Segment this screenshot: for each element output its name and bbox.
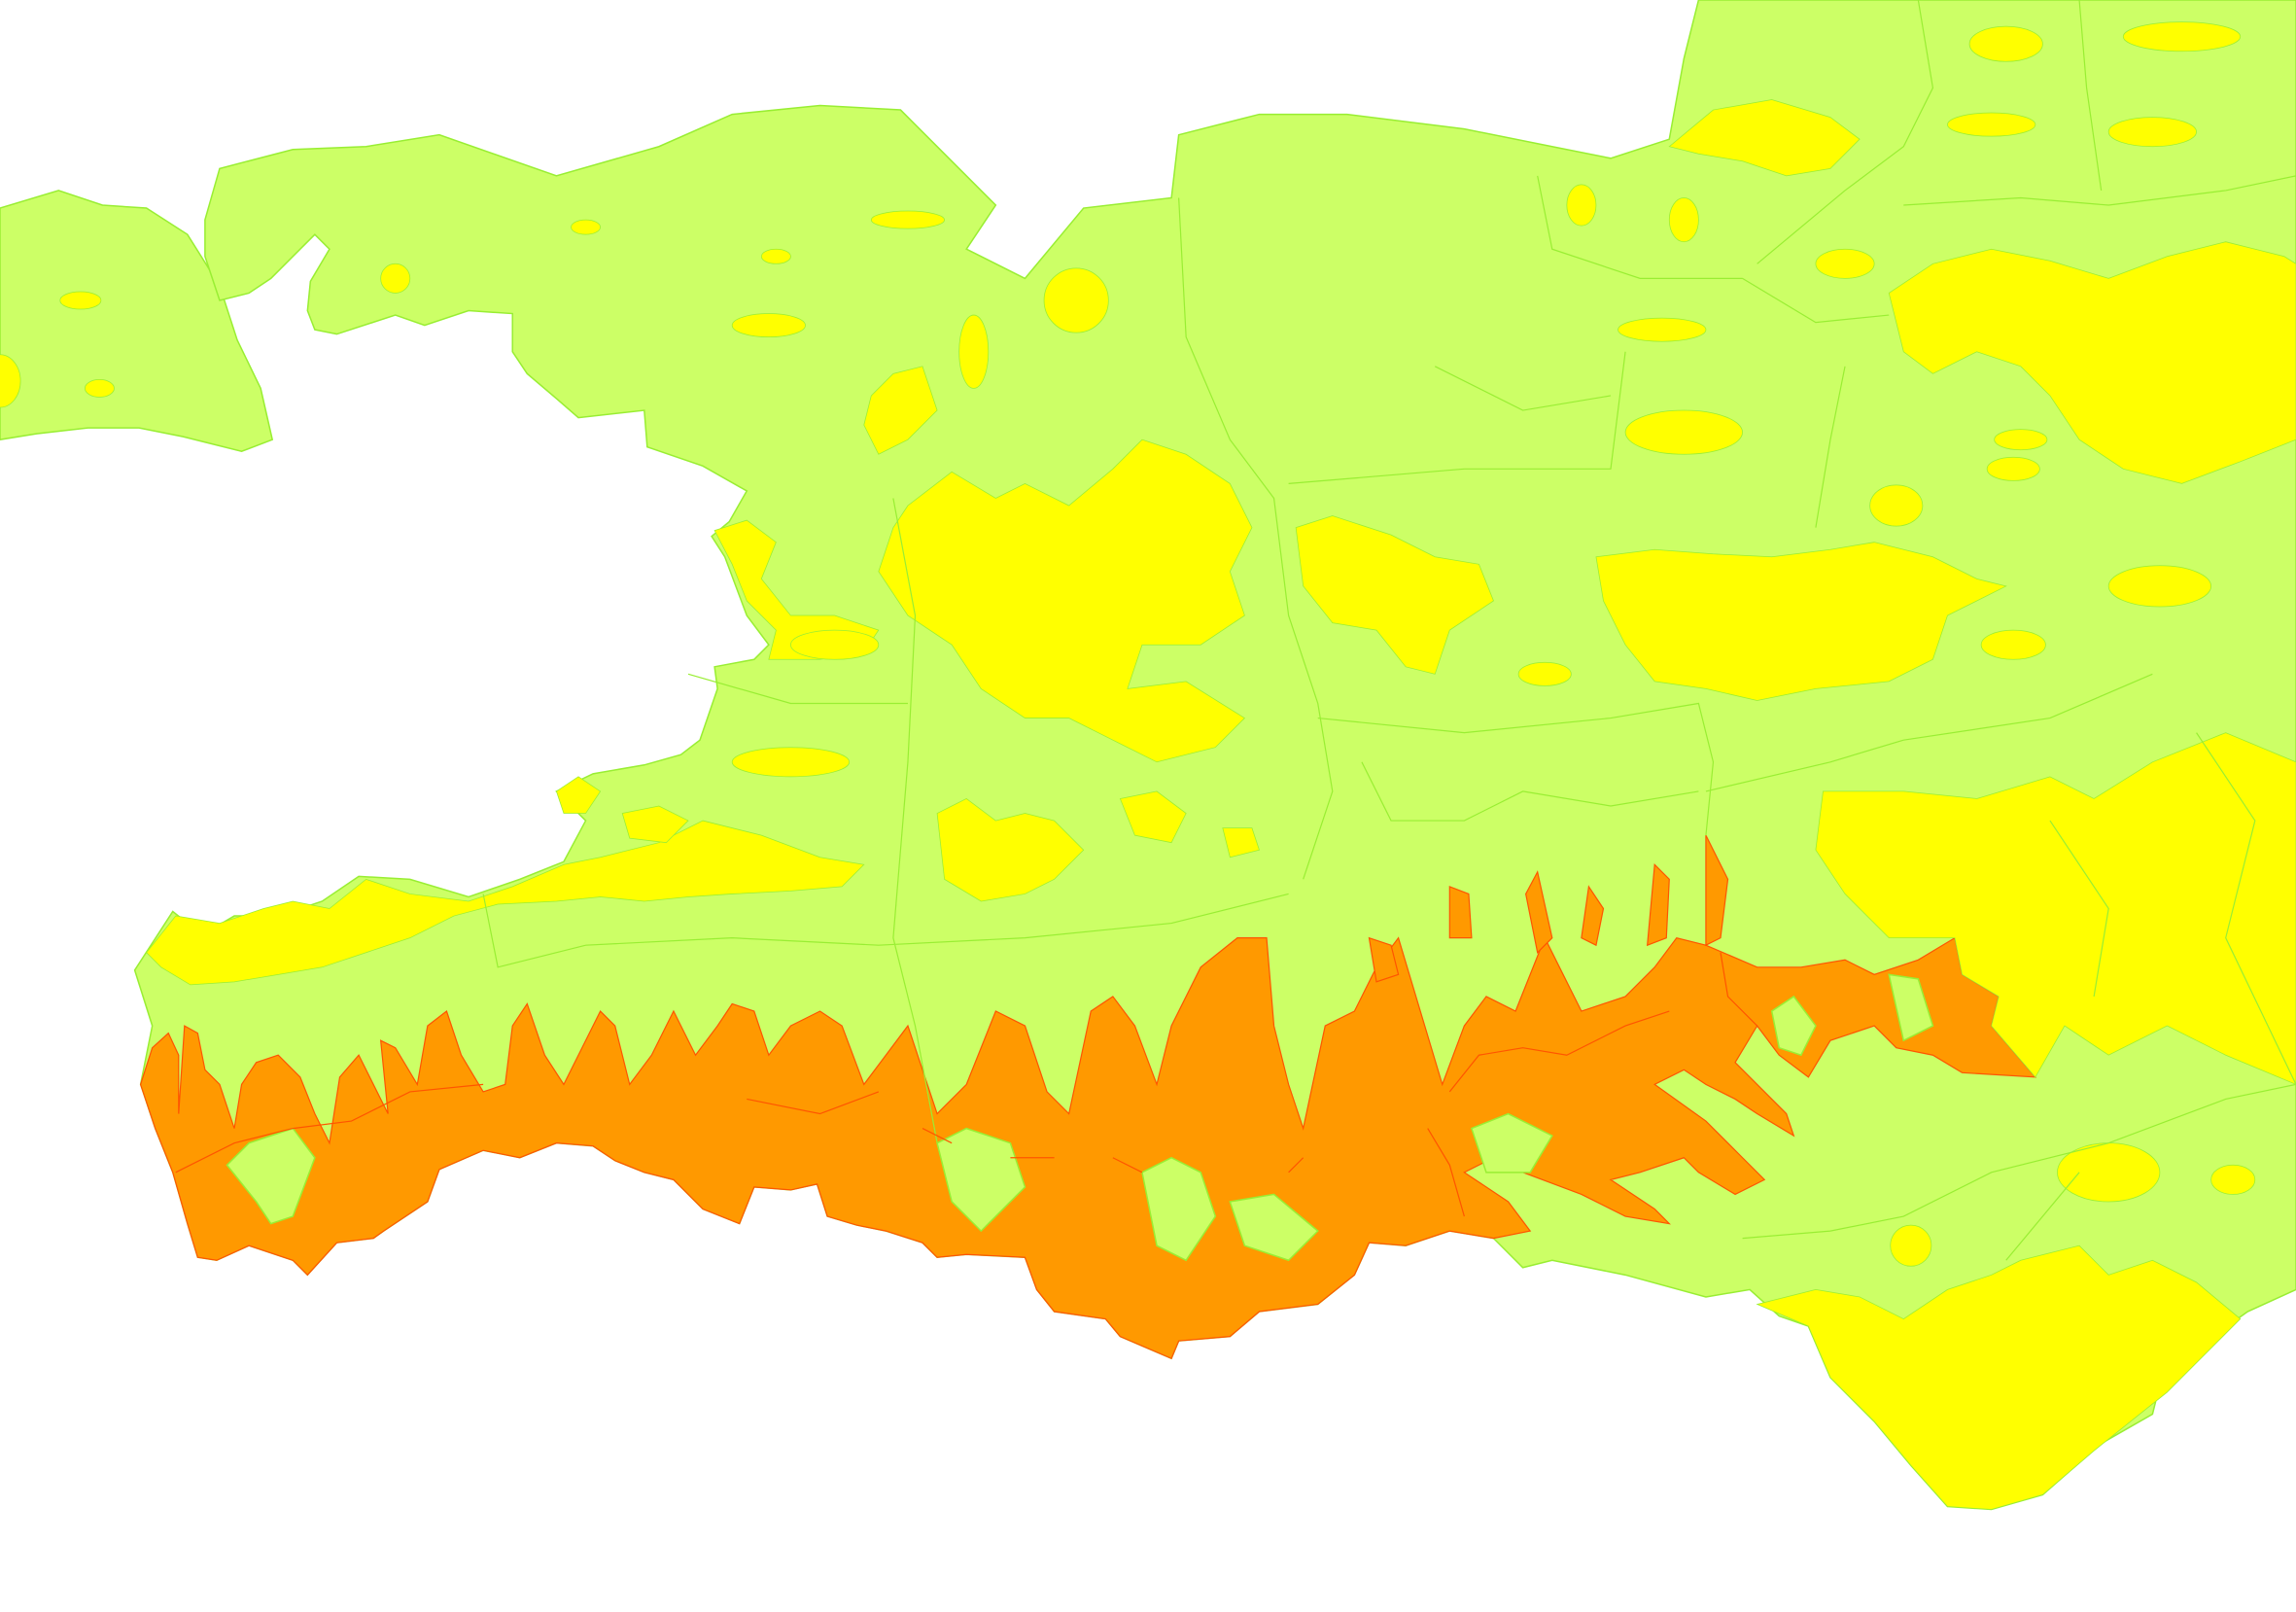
yellow-patch — [1968, 25, 2043, 62]
green-inlier-layer — [226, 973, 1934, 1262]
district-boundaries — [175, 0, 2296, 1261]
yellow-region-northeast — [1888, 241, 2296, 484]
orange-fingers-east — [1368, 834, 1729, 983]
yellow-region-center-east — [1295, 515, 1494, 675]
yellow-patch — [2210, 1164, 2256, 1195]
yellow-patch — [571, 219, 601, 235]
yellow-region-north — [1668, 99, 1861, 177]
yellow-region-far-southeast — [1756, 1244, 2242, 1510]
yellow-patch — [790, 629, 880, 660]
yellow-patch — [1624, 409, 1743, 455]
green-region-west — [0, 190, 274, 453]
yellow-patch — [760, 248, 791, 264]
yellow-patch — [731, 313, 806, 338]
green-inlier — [226, 973, 1934, 1262]
yellow-patch — [2107, 117, 2197, 148]
yellow-patch — [1043, 267, 1109, 333]
yellow-patch — [1668, 197, 1699, 243]
yellow-region-east — [1595, 542, 2007, 701]
yellow-region-southeast — [1815, 732, 2296, 1085]
yellow-zone-layer — [0, 21, 2296, 1510]
yellow-patch — [1890, 1224, 1932, 1267]
yellow-patch — [1566, 184, 1597, 227]
yellow-patch — [1815, 248, 1875, 279]
yellow-region-west-band — [146, 820, 865, 986]
yellow-patch — [1517, 661, 1572, 686]
yellow-patch — [870, 210, 945, 229]
orange-zone-layer — [139, 834, 2037, 1360]
orange-region-south — [139, 936, 2037, 1360]
yellow-patch — [84, 379, 115, 398]
yellow-patch — [1986, 456, 2040, 481]
yellow-region-midwest — [555, 366, 1260, 902]
yellow-patch — [1869, 484, 1924, 527]
district-boundary — [482, 0, 2296, 1261]
orange-zone-boundary — [175, 952, 1758, 1217]
yellow-patch — [380, 263, 411, 294]
yellow-patch — [2107, 565, 2212, 608]
yellow-patch — [1994, 429, 2048, 451]
yellow-patch — [0, 354, 21, 408]
yellow-patch — [2122, 21, 2242, 53]
yellow-patch — [1618, 317, 1707, 342]
yellow-patch — [1980, 629, 2046, 660]
yellow-patch — [731, 747, 851, 778]
yellow-patch — [1947, 112, 2036, 137]
yellow-patch — [59, 291, 102, 310]
yellow-patch — [958, 314, 990, 389]
yellow-region-central — [878, 438, 1253, 763]
